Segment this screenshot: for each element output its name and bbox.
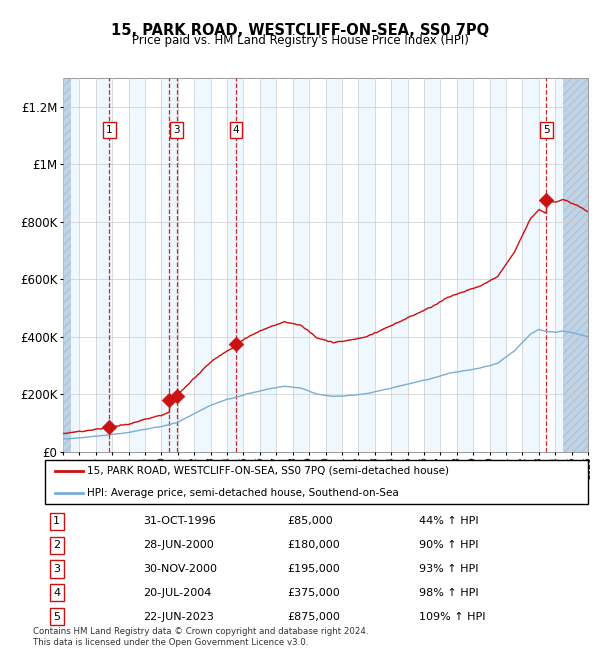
Text: £85,000: £85,000: [287, 516, 332, 526]
Point: [542, 195, 551, 205]
Bar: [391, 78, 407, 452]
Bar: [96, 78, 112, 452]
Text: 3: 3: [173, 125, 180, 135]
Bar: [358, 78, 375, 452]
Bar: [128, 78, 145, 452]
Text: 4: 4: [233, 125, 239, 135]
Text: 3: 3: [53, 564, 60, 574]
Text: £195,000: £195,000: [287, 564, 340, 574]
Text: 15, PARK ROAD, WESTCLIFF-ON-SEA, SS0 7PQ (semi-detached house): 15, PARK ROAD, WESTCLIFF-ON-SEA, SS0 7PQ…: [88, 465, 449, 476]
Text: 31-OCT-1996: 31-OCT-1996: [143, 516, 216, 526]
Text: £375,000: £375,000: [287, 588, 340, 598]
Bar: [457, 78, 473, 452]
Text: 44% ↑ HPI: 44% ↑ HPI: [419, 516, 479, 526]
Bar: [555, 78, 572, 452]
Text: 5: 5: [53, 612, 60, 621]
Bar: [424, 78, 440, 452]
Text: 5: 5: [543, 125, 550, 135]
Bar: [161, 78, 178, 452]
Bar: [325, 78, 342, 452]
Text: 93% ↑ HPI: 93% ↑ HPI: [419, 564, 479, 574]
Point: [231, 339, 241, 349]
Bar: [63, 78, 71, 452]
Bar: [227, 78, 244, 452]
Text: 109% ↑ HPI: 109% ↑ HPI: [419, 612, 486, 621]
Text: 2: 2: [53, 540, 60, 550]
Text: 1: 1: [106, 125, 113, 135]
Text: 15, PARK ROAD, WESTCLIFF-ON-SEA, SS0 7PQ: 15, PARK ROAD, WESTCLIFF-ON-SEA, SS0 7PQ: [111, 23, 489, 38]
Bar: [523, 78, 539, 452]
Text: 98% ↑ HPI: 98% ↑ HPI: [419, 588, 479, 598]
Bar: [490, 78, 506, 452]
Text: 28-JUN-2000: 28-JUN-2000: [143, 540, 214, 550]
Text: 30-NOV-2000: 30-NOV-2000: [143, 564, 217, 574]
Point: [164, 395, 174, 405]
Text: 1: 1: [53, 516, 60, 526]
Point: [172, 391, 181, 401]
Text: 22-JUN-2023: 22-JUN-2023: [143, 612, 214, 621]
Bar: [293, 78, 309, 452]
Point: [104, 422, 114, 432]
Bar: [63, 78, 79, 452]
FancyBboxPatch shape: [45, 460, 588, 504]
Text: 4: 4: [53, 588, 60, 598]
Text: £180,000: £180,000: [287, 540, 340, 550]
Text: HPI: Average price, semi-detached house, Southend-on-Sea: HPI: Average price, semi-detached house,…: [88, 488, 399, 498]
Bar: [260, 78, 276, 452]
Text: 20-JUL-2004: 20-JUL-2004: [143, 588, 212, 598]
Text: £875,000: £875,000: [287, 612, 340, 621]
Text: Price paid vs. HM Land Registry's House Price Index (HPI): Price paid vs. HM Land Registry's House …: [131, 34, 469, 47]
Bar: [563, 78, 588, 452]
Bar: [194, 78, 211, 452]
Bar: [588, 78, 600, 452]
Text: Contains HM Land Registry data © Crown copyright and database right 2024.
This d: Contains HM Land Registry data © Crown c…: [33, 627, 368, 647]
Text: 90% ↑ HPI: 90% ↑ HPI: [419, 540, 479, 550]
